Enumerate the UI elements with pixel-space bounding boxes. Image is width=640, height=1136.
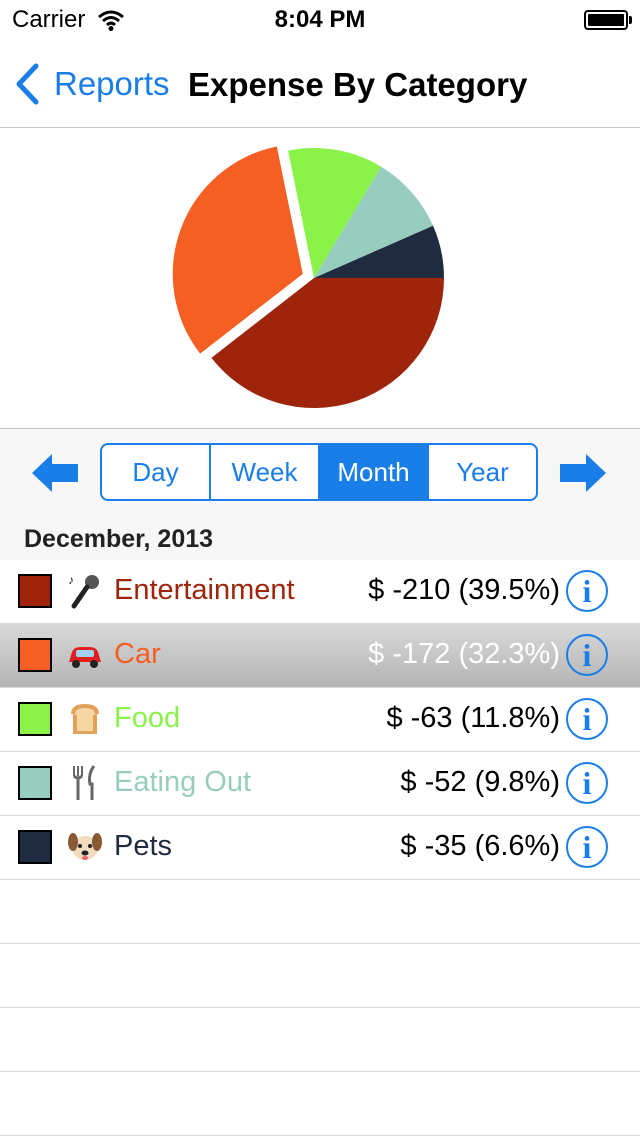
page-title: Expense By Category — [188, 66, 528, 103]
category-name: Eating Out — [114, 766, 252, 798]
color-swatch — [18, 638, 52, 672]
info-icon[interactable]: i — [566, 762, 608, 804]
back-button[interactable]: Reports — [14, 62, 170, 106]
info-icon[interactable]: i — [566, 826, 608, 868]
pie-slice-food[interactable] — [288, 148, 382, 278]
chevron-left-icon — [16, 63, 39, 105]
previous-arrow-icon[interactable] — [30, 451, 80, 495]
info-icon[interactable]: i — [566, 570, 608, 612]
info-icon[interactable]: i — [566, 634, 608, 676]
category-name: Car — [114, 638, 161, 670]
color-swatch — [18, 766, 52, 800]
next-arrow-icon[interactable] — [558, 451, 608, 495]
category-name: Entertainment — [114, 574, 295, 606]
category-row-eating-out[interactable]: Eating Out $ -52 (9.8%) i — [0, 752, 640, 816]
category-amount: $ -172 (32.3%) — [368, 638, 560, 670]
chart-area — [0, 128, 640, 428]
segment-year[interactable]: Year — [456, 456, 509, 487]
pie-slice-entertainment[interactable] — [211, 278, 444, 408]
category-amount: $ -52 (9.8%) — [400, 766, 560, 798]
dog-icon — [66, 826, 104, 868]
empty-row — [0, 1072, 640, 1136]
category-row-entertainment[interactable]: ♪ Entertainment $ -210 (39.5%) i — [0, 560, 640, 624]
clock: 8:04 PM — [274, 6, 366, 33]
period-segmented-control: Day Week Month Year — [100, 443, 538, 501]
pie-slice-car[interactable] — [172, 146, 303, 354]
carrier-label: Carrier — [12, 6, 86, 33]
category-row-food[interactable]: Food $ -63 (11.8%) i — [0, 688, 640, 752]
microphone-icon: ♪ — [66, 570, 104, 612]
navigation-bar: Reports Expense By Category — [0, 40, 640, 128]
pie-slice-eating-out[interactable] — [314, 166, 434, 278]
wifi-icon — [98, 10, 124, 31]
empty-row — [0, 880, 640, 944]
battery-icon — [584, 10, 632, 30]
category-amount: $ -210 (39.5%) — [368, 574, 560, 606]
empty-row — [0, 1008, 640, 1072]
category-row-car[interactable]: Car $ -172 (32.3%) i — [0, 624, 640, 688]
fork-knife-icon — [66, 762, 104, 804]
color-swatch — [18, 830, 52, 864]
category-amount: $ -63 (11.8%) — [386, 702, 560, 734]
info-icon[interactable]: i — [566, 698, 608, 740]
category-list: ♪ Entertainment $ -210 (39.5%) i Car $ -172 (… — [0, 560, 640, 1136]
category-amount: $ -35 (6.6%) — [400, 830, 560, 862]
color-swatch — [18, 574, 52, 608]
color-swatch — [18, 702, 52, 736]
pie-slice-pets[interactable] — [314, 225, 444, 278]
category-name: Pets — [114, 830, 173, 862]
back-button-label: Reports — [54, 65, 170, 102]
segment-month[interactable]: Month — [320, 445, 429, 499]
status-bar: Carrier 8:04 PM — [0, 0, 640, 40]
empty-row — [0, 944, 640, 1008]
car-icon — [66, 634, 104, 676]
expense-pie-chart — [172, 146, 444, 408]
bread-icon — [66, 698, 104, 740]
svg-text:♪: ♪ — [68, 573, 74, 587]
category-row-pets[interactable]: Pets $ -35 (6.6%) i — [0, 816, 640, 880]
segment-week[interactable]: Week — [211, 445, 320, 499]
segment-day[interactable]: Day — [102, 445, 211, 499]
section-header: December, 2013 — [24, 525, 214, 553]
category-name: Food — [114, 702, 181, 734]
period-control-band: Day Week Month Year December, 2013 — [0, 428, 640, 560]
